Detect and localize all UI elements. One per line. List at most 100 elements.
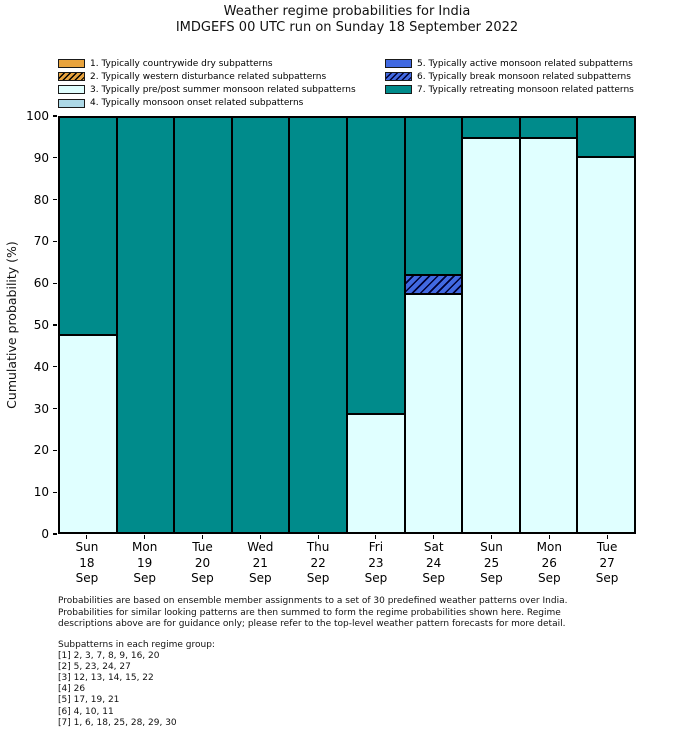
legend-column-right: 5. Typically active monsoon related subp… <box>385 57 634 97</box>
legend-column-left: 1. Typically countrywide dry subpatterns… <box>58 57 356 110</box>
bar-segment-regime-7 <box>577 117 635 157</box>
y-tick-mark <box>53 157 57 159</box>
bar-segment-regime-7 <box>404 117 463 276</box>
subpattern-group-line: [1] 2, 3, 7, 8, 9, 16, 20 <box>58 651 160 662</box>
x-tick-mark <box>548 535 550 539</box>
legend-label: 5. Typically active monsoon related subp… <box>417 58 633 69</box>
x-tick-label-line: Mon <box>536 540 562 554</box>
bar-segment-regime-3 <box>519 137 578 533</box>
legend-item: 1. Typically countrywide dry subpatterns <box>58 57 356 70</box>
bar-wed-21 <box>231 117 290 533</box>
x-tick-label: Thu 22 Sep <box>289 540 347 587</box>
x-tick-label-line: Sep <box>595 571 619 586</box>
chart-title-line2: IMDGEFS 00 UTC run on Sunday 18 Septembe… <box>175 20 519 35</box>
bar-segment-regime-3 <box>404 293 463 533</box>
x-tick-mark <box>490 535 493 539</box>
x-axis: Sun 18 Sep Mon 19 Sep Tue 20 Sep Wed 21 Sep Thu 22 Sep… <box>58 535 636 595</box>
bar-segment-regime-7 <box>59 117 117 336</box>
bar-segment-regime-3 <box>462 137 520 533</box>
subpattern-group-line: [3] 12, 13, 14, 15, 22 <box>58 673 154 684</box>
y-tick-label: 60 <box>33 276 49 291</box>
bar-thu-22 <box>289 117 347 533</box>
x-tick-label-line: Sep <box>364 571 388 586</box>
subpattern-group-line: [6] 4, 10, 11 <box>58 706 114 717</box>
legend-label: 6. Typically break monsoon related subpa… <box>417 71 631 82</box>
subpatterns-title: Subpatterns in each regime group: <box>58 640 215 650</box>
y-tick-mark <box>53 324 57 326</box>
y-axis: 0 10 20 30 40 50 60 70 80 90 100 <box>0 109 58 541</box>
chart-title-line1: Weather regime probabilities for India <box>223 4 471 19</box>
footnote-text: Probabilities are based on ensemble memb… <box>58 596 568 629</box>
y-tick-label: 10 <box>33 485 49 500</box>
y-tick-mark <box>53 282 57 284</box>
x-tick-mark <box>259 535 261 539</box>
bar-fri-23 <box>347 117 405 533</box>
x-tick-label-line: 19 <box>137 555 153 570</box>
bar-segment-regime-7 <box>462 117 520 138</box>
bar-segment-regime-7 <box>231 117 290 533</box>
bar-segment-regime-7 <box>347 117 405 415</box>
legend-swatch-icon <box>385 85 412 95</box>
x-tick-label: Wed 21 Sep <box>231 540 289 587</box>
x-tick-label-line: Wed <box>247 540 274 554</box>
x-tick-label-line: 22 <box>310 555 326 570</box>
x-tick-label-line: Sun <box>75 540 99 554</box>
subpattern-group-line: [4] 26 <box>58 684 86 695</box>
bar-segment-regime-3 <box>347 414 405 533</box>
subpatterns-block: Subpatterns in each regime group: [1] 2,… <box>58 640 458 729</box>
plot-area <box>58 116 636 534</box>
bar-segment-regime-7 <box>289 117 347 533</box>
x-tick-label-line: Mon <box>132 540 158 554</box>
bar-tue-27 <box>577 117 635 533</box>
x-tick-mark <box>375 535 377 539</box>
x-tick-label: Tue 20 Sep <box>174 540 232 587</box>
x-tick-label-line: Sat <box>423 540 444 554</box>
y-tick-mark <box>53 408 57 410</box>
y-tick-mark <box>53 449 57 451</box>
legend-label: 2. Typically western disturbance related… <box>90 71 327 82</box>
x-tick-label-line: Sep <box>75 571 99 586</box>
x-tick-label-line: Sep <box>248 571 272 586</box>
legend-item: 6. Typically break monsoon related subpa… <box>385 70 634 83</box>
y-tick-label: 90 <box>33 150 49 165</box>
legend-swatch-icon <box>385 59 412 69</box>
bar-segment-regime-6 <box>404 275 463 294</box>
legend-label: 3. Typically pre/post summer monsoon rel… <box>90 84 356 95</box>
x-tick-label: Sun 25 Sep <box>463 540 521 587</box>
subpattern-group-line: [2] 5, 23, 24, 27 <box>58 662 131 673</box>
legend-label: 7. Typically retreating monsoon related … <box>417 84 634 95</box>
x-tick-label: Mon 19 Sep <box>116 540 174 587</box>
bar-segment-regime-7 <box>174 117 232 533</box>
y-tick-label: 20 <box>33 443 49 458</box>
x-tick-label-line: Thu <box>306 540 330 554</box>
subpattern-group-line: [5] 17, 19, 21 <box>58 695 120 706</box>
y-tick-mark <box>53 366 57 368</box>
x-tick-label-line: 26 <box>541 555 557 570</box>
y-tick-label: 0 <box>41 527 49 541</box>
bar-segment-regime-7 <box>519 117 578 138</box>
bar-segment-regime-7 <box>116 117 175 533</box>
bar-mon-19 <box>116 117 175 533</box>
legend-item: 3. Typically pre/post summer monsoon rel… <box>58 83 356 96</box>
y-tick-label: 40 <box>33 359 49 374</box>
legend-swatch-icon <box>58 85 85 95</box>
x-tick-label-line: Sep <box>133 571 156 586</box>
x-tick-label-line: 24 <box>426 555 442 570</box>
bar-segment-regime-3 <box>577 156 635 533</box>
legend-swatch-icon <box>58 59 85 69</box>
y-tick-mark <box>53 115 57 117</box>
bar-segment-regime-3 <box>59 335 117 533</box>
x-tick-mark <box>86 535 88 539</box>
y-tick-mark <box>53 491 57 493</box>
bar-sun-25 <box>462 117 520 533</box>
x-tick-label-line: Sep <box>537 571 561 586</box>
x-tick-mark <box>433 535 435 539</box>
bar-sun-18 <box>59 117 117 533</box>
y-tick-label: 100 <box>26 109 49 123</box>
x-tick-label: Fri 23 Sep <box>347 540 405 587</box>
y-tick-label: 50 <box>33 318 49 332</box>
x-tick-label-line: Tue <box>192 540 213 554</box>
y-tick-label: 80 <box>33 192 49 207</box>
legend-item: 2. Typically western disturbance related… <box>58 70 356 83</box>
